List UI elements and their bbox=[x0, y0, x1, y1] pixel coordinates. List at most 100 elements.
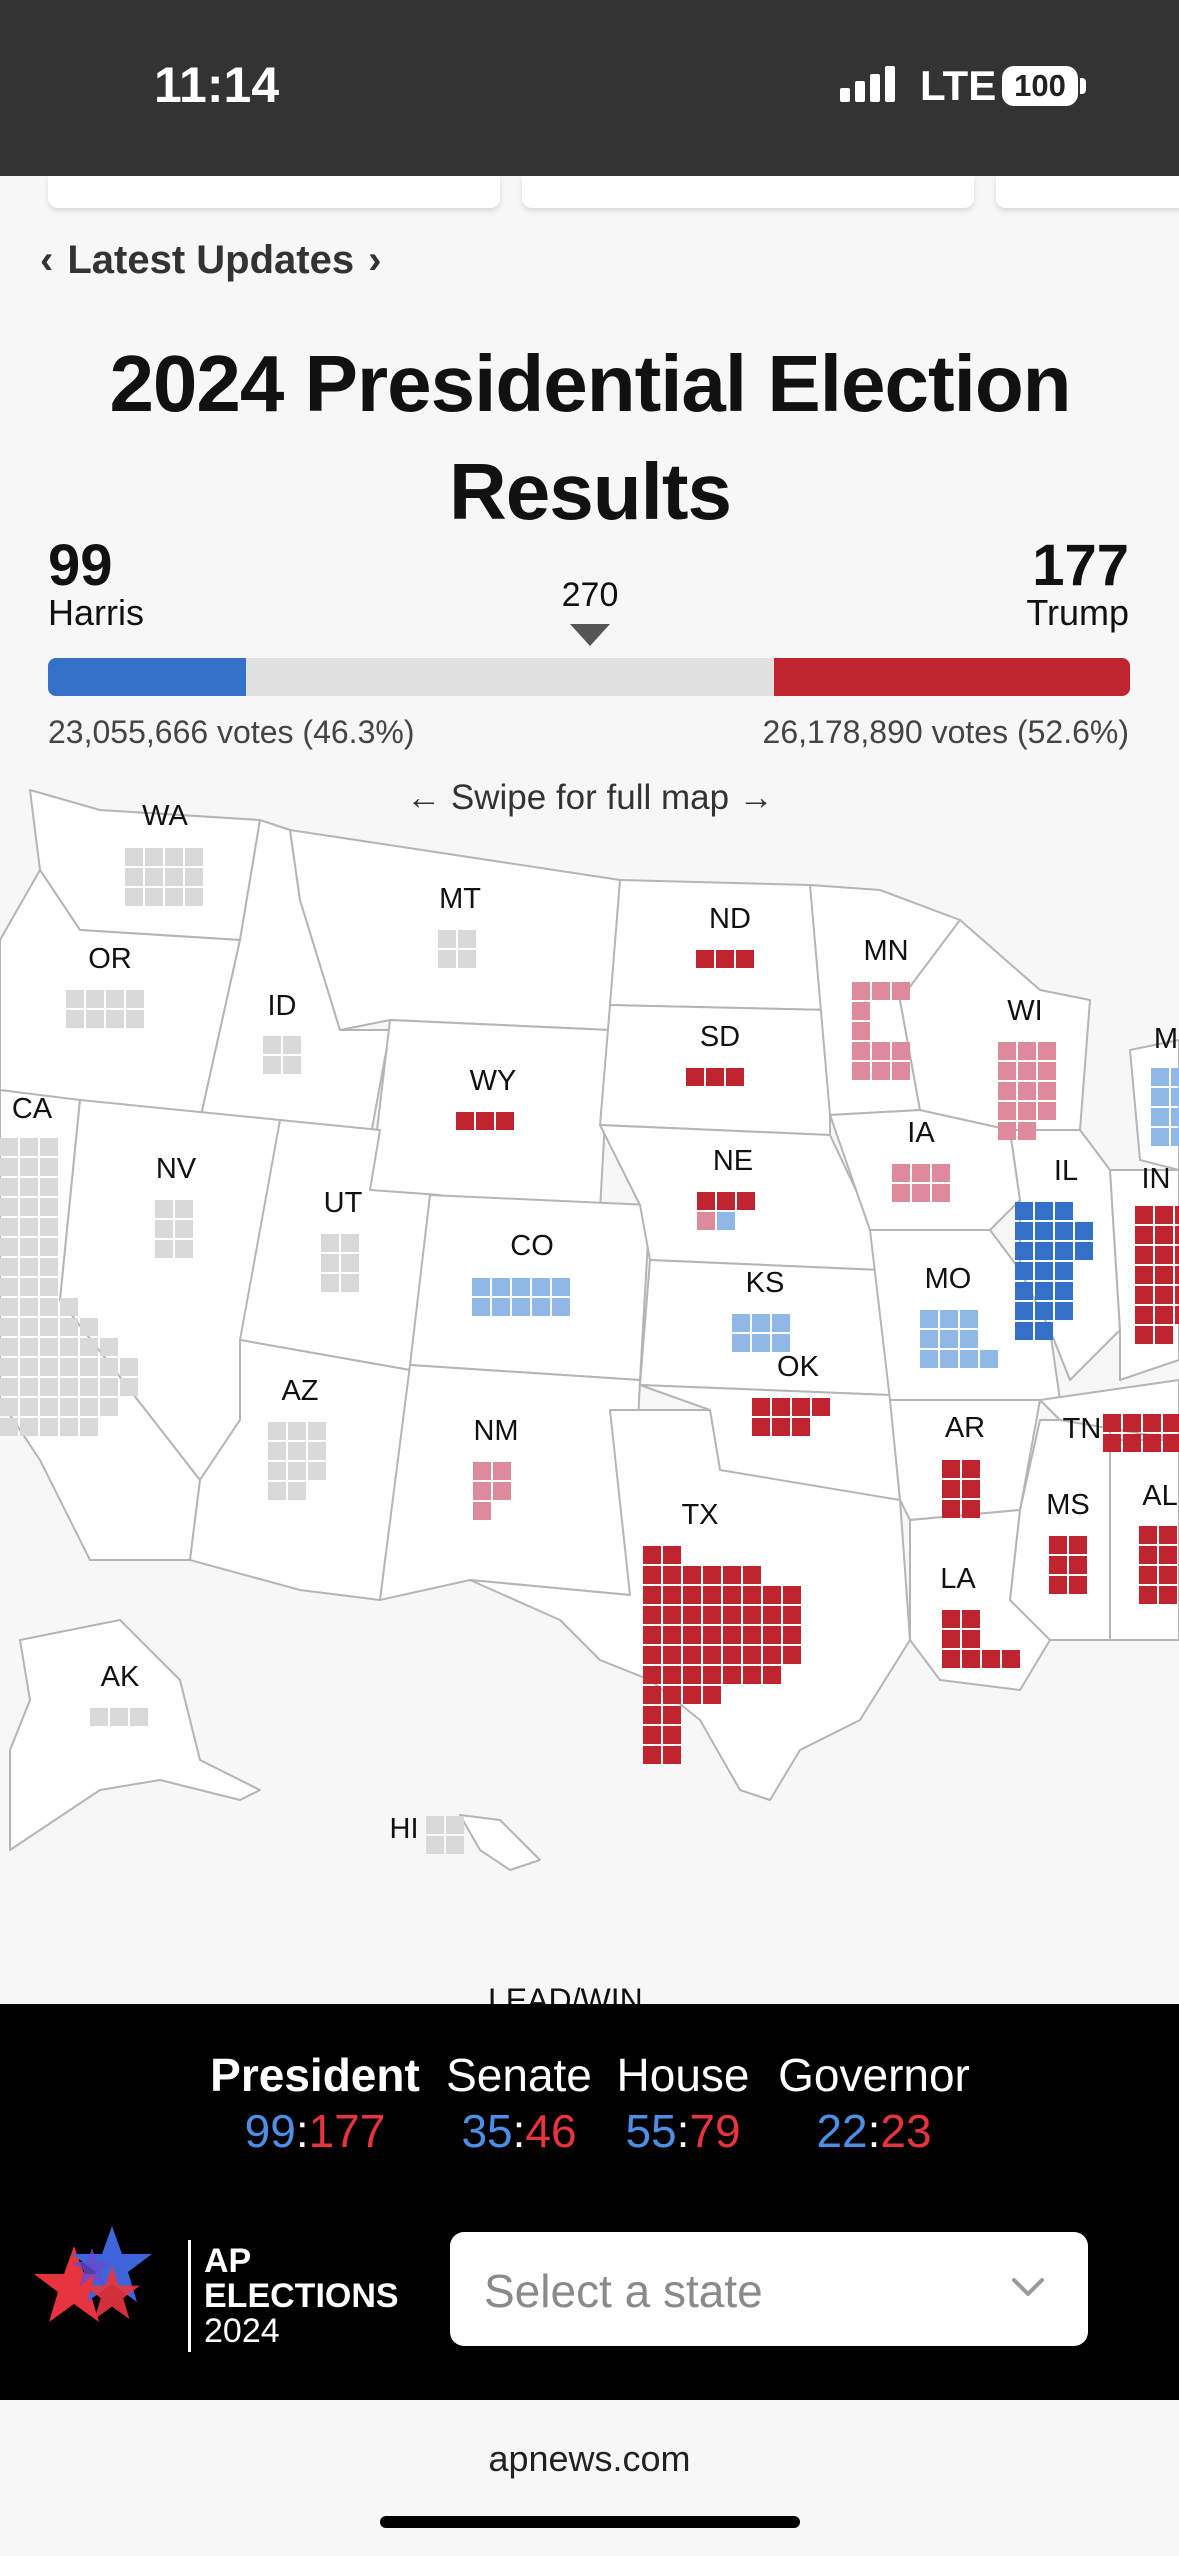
electoral-tile bbox=[1159, 1526, 1177, 1544]
state-nv[interactable]: NV bbox=[155, 1153, 197, 1258]
state-ok[interactable]: OK bbox=[752, 1351, 830, 1436]
state-ks[interactable]: KS bbox=[732, 1267, 790, 1352]
electoral-tile bbox=[852, 1002, 870, 1020]
electoral-tile bbox=[1139, 1566, 1157, 1584]
state-az[interactable]: AZ bbox=[268, 1375, 326, 1500]
state-il[interactable]: IL bbox=[1015, 1155, 1093, 1340]
electoral-tile bbox=[40, 1318, 58, 1336]
state-ar[interactable]: AR bbox=[942, 1412, 985, 1518]
latest-updates-nav[interactable]: ‹ Latest Updates › bbox=[40, 238, 381, 283]
electoral-tile bbox=[80, 1358, 98, 1376]
electoral-tile bbox=[0, 1398, 18, 1416]
chevron-right-icon[interactable]: › bbox=[368, 238, 382, 282]
latest-updates-label[interactable]: Latest Updates bbox=[67, 238, 355, 282]
state-nd[interactable]: ND bbox=[696, 903, 754, 968]
electoral-map[interactable]: WA OR CA ID NV MT WY UT AZ CO NM ND SD NE KS OK TX MN IA MO… bbox=[0, 780, 1179, 1900]
state-wa[interactable]: WA bbox=[125, 800, 203, 906]
race-tab-governor[interactable]: Governor 22:23 bbox=[776, 2048, 972, 2158]
electoral-tile bbox=[288, 1462, 306, 1480]
electoral-tile bbox=[872, 1062, 890, 1080]
rep-count: 177 bbox=[308, 2105, 386, 2157]
news-card[interactable] bbox=[522, 176, 974, 208]
state-co[interactable]: CO bbox=[472, 1230, 570, 1316]
electoral-tile bbox=[438, 930, 456, 948]
state-ia[interactable]: IA bbox=[892, 1117, 950, 1202]
electoral-tile bbox=[532, 1298, 550, 1316]
state-in[interactable]: IN bbox=[1135, 1163, 1179, 1344]
state-ut[interactable]: UT bbox=[321, 1187, 363, 1292]
electoral-tile bbox=[763, 1666, 781, 1684]
electoral-tile bbox=[772, 1418, 790, 1436]
url-domain[interactable]: apnews.com bbox=[488, 2438, 691, 2479]
state-tx[interactable]: TX bbox=[643, 1499, 801, 1764]
status-bar: 11:14 LTE 100 bbox=[0, 0, 1179, 176]
state-ms[interactable]: MS bbox=[1046, 1489, 1090, 1594]
state-select-dropdown[interactable]: Select a state bbox=[450, 2232, 1088, 2346]
race-name[interactable]: House bbox=[616, 2049, 750, 2101]
state-ne[interactable]: NE bbox=[697, 1145, 755, 1230]
chevron-left-icon[interactable]: ‹ bbox=[40, 238, 54, 282]
electoral-tile bbox=[512, 1298, 530, 1316]
state-hi[interactable]: HI bbox=[390, 1813, 465, 1854]
race-tab-president[interactable]: President 99:177 bbox=[210, 2048, 420, 2158]
state-la[interactable]: LA bbox=[940, 1563, 1020, 1668]
state-or[interactable]: OR bbox=[66, 943, 144, 1028]
news-card[interactable] bbox=[48, 176, 500, 208]
race-tab-senate[interactable]: Senate 35:46 bbox=[444, 2048, 594, 2158]
state-mt[interactable]: MT bbox=[438, 883, 481, 968]
state-mo[interactable]: MO bbox=[920, 1263, 998, 1368]
electoral-tile bbox=[962, 1460, 980, 1478]
electoral-tile bbox=[1015, 1242, 1033, 1260]
electoral-tile bbox=[1175, 1286, 1179, 1304]
state-label: NM bbox=[473, 1415, 518, 1447]
electoral-tile bbox=[723, 1586, 741, 1604]
electoral-tile bbox=[288, 1482, 306, 1500]
electoral-tile bbox=[940, 1330, 958, 1348]
electoral-tile bbox=[942, 1610, 960, 1628]
race-name[interactable]: Senate bbox=[446, 2049, 592, 2101]
electoral-tile bbox=[732, 1334, 750, 1352]
electoral-tile bbox=[20, 1198, 38, 1216]
state-mn[interactable]: MN bbox=[852, 935, 910, 1080]
electoral-tile bbox=[663, 1686, 681, 1704]
electoral-progress-bar bbox=[48, 658, 1130, 696]
electoral-tile bbox=[1155, 1306, 1173, 1324]
electoral-tile bbox=[743, 1606, 761, 1624]
electoral-tile bbox=[892, 1042, 910, 1060]
electoral-tile bbox=[20, 1378, 38, 1396]
electoral-tile bbox=[0, 1318, 18, 1336]
race-name[interactable]: President bbox=[210, 2049, 420, 2101]
state-id[interactable]: ID bbox=[263, 990, 301, 1074]
race-name[interactable]: Governor bbox=[778, 2049, 970, 2101]
state-wi[interactable]: WI bbox=[998, 995, 1056, 1140]
electoral-tile bbox=[1155, 1326, 1173, 1344]
electoral-tile bbox=[1155, 1226, 1173, 1244]
state-label: IA bbox=[907, 1117, 935, 1149]
news-card[interactable] bbox=[996, 176, 1179, 208]
electoral-tile bbox=[703, 1586, 721, 1604]
electoral-tile bbox=[1171, 1068, 1179, 1086]
state-ak[interactable]: AK bbox=[90, 1661, 148, 1726]
electoral-tile bbox=[706, 1068, 724, 1086]
state-shape-tx bbox=[469, 1409, 911, 1801]
chevron-down-icon[interactable] bbox=[1008, 2266, 1048, 2306]
electoral-tile bbox=[772, 1334, 790, 1352]
state-sd[interactable]: SD bbox=[686, 1021, 744, 1086]
electoral-tile bbox=[20, 1298, 38, 1316]
state-nm[interactable]: NM bbox=[473, 1415, 519, 1520]
state-m[interactable]: M bbox=[1151, 1023, 1179, 1146]
electoral-tile bbox=[783, 1586, 801, 1604]
race-tab-house[interactable]: House 55:79 bbox=[616, 2048, 750, 2158]
state-label: WA bbox=[142, 800, 188, 832]
state-tn[interactable]: TN bbox=[1063, 1413, 1179, 1452]
state-ca[interactable]: CA bbox=[0, 1093, 138, 1436]
electoral-tile bbox=[1015, 1302, 1033, 1320]
rep-count: 79 bbox=[689, 2105, 741, 2157]
state-al[interactable]: AL bbox=[1139, 1480, 1179, 1604]
state-wy[interactable]: WY bbox=[456, 1065, 516, 1130]
home-indicator[interactable] bbox=[380, 2516, 800, 2528]
electoral-tile bbox=[683, 1646, 701, 1664]
electoral-tile bbox=[1055, 1302, 1073, 1320]
state-select-placeholder[interactable]: Select a state bbox=[484, 2265, 763, 2317]
electoral-tile bbox=[60, 1338, 78, 1356]
